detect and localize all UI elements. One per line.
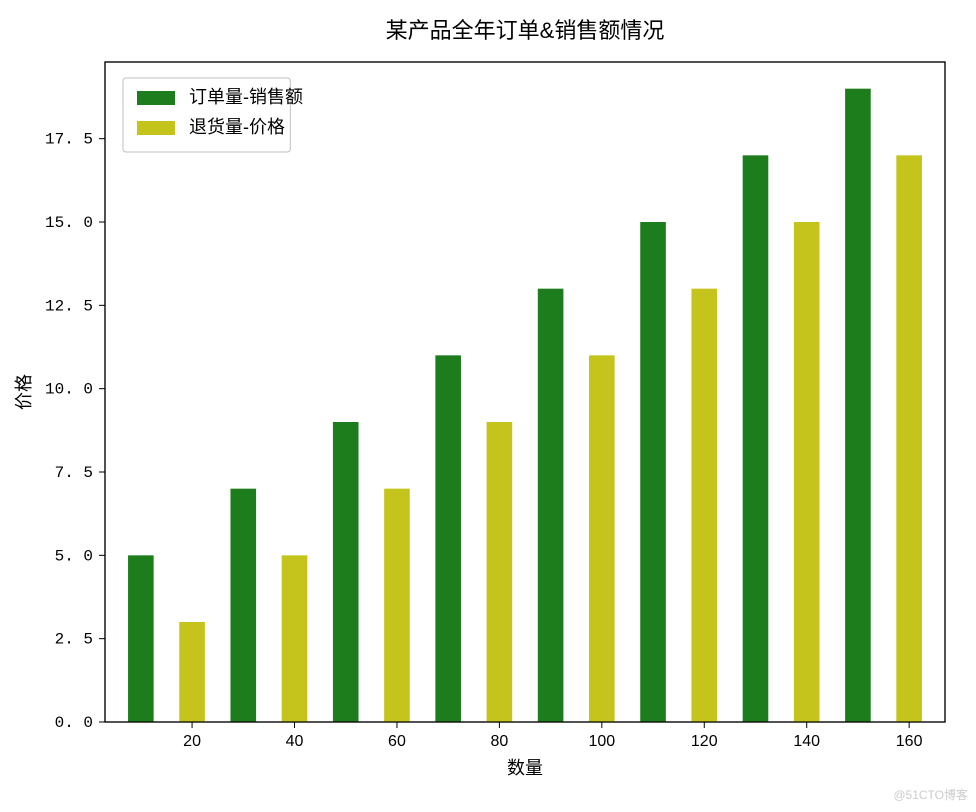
legend-label: 订单量-销售额	[189, 87, 303, 107]
bar-chart: 0. 0 2. 5 5. 0 7. 5 10. 0 12. 5 15. 0 17. 5 20 40…	[0, 0, 976, 807]
y-tick-label: 10. 0	[45, 381, 93, 399]
bar-series1	[435, 355, 461, 722]
x-tick-label: 80	[490, 733, 508, 750]
x-tick-label: 120	[691, 733, 718, 750]
y-tick-label: 17. 5	[45, 131, 93, 149]
bar-series2	[487, 422, 513, 722]
x-tick-label: 40	[286, 733, 304, 750]
y-tick-label: 12. 5	[45, 297, 93, 315]
legend-label: 退货量-价格	[189, 117, 285, 137]
bar-series1	[743, 155, 769, 722]
bar-series1	[845, 89, 871, 722]
x-tick-label: 140	[793, 733, 820, 750]
y-axis-label: 价格	[14, 374, 34, 410]
watermark-text: @51CTO博客	[893, 786, 968, 803]
x-tick-label: 60	[388, 733, 406, 750]
bar-series1	[538, 289, 564, 722]
bar-series1	[333, 422, 359, 722]
chart-container: 0. 0 2. 5 5. 0 7. 5 10. 0 12. 5 15. 0 17. 5 20 40…	[0, 0, 976, 807]
x-tick-label: 160	[896, 733, 923, 750]
bar-series1	[640, 222, 666, 722]
bar-series2	[282, 555, 308, 722]
bar-series1	[230, 489, 256, 722]
bar-series2	[589, 355, 615, 722]
bar-series2	[896, 155, 922, 722]
x-axis-label: 数量	[507, 758, 543, 778]
legend-swatch	[137, 91, 175, 105]
y-tick-label: 7. 5	[55, 464, 93, 482]
chart-title: 某产品全年订单&销售额情况	[386, 18, 665, 43]
x-tick-label: 100	[588, 733, 615, 750]
x-tick-label: 20	[183, 733, 201, 750]
bar-series2	[384, 489, 410, 722]
y-tick-label: 15. 0	[45, 214, 93, 232]
bar-series2	[179, 622, 205, 722]
legend-swatch	[137, 121, 175, 135]
bar-series2	[691, 289, 717, 722]
bar-series1	[128, 555, 154, 722]
y-tick-label: 0. 0	[55, 714, 93, 732]
bar-series2	[794, 222, 820, 722]
y-tick-label: 5. 0	[55, 547, 93, 565]
y-tick-label: 2. 5	[55, 631, 93, 649]
